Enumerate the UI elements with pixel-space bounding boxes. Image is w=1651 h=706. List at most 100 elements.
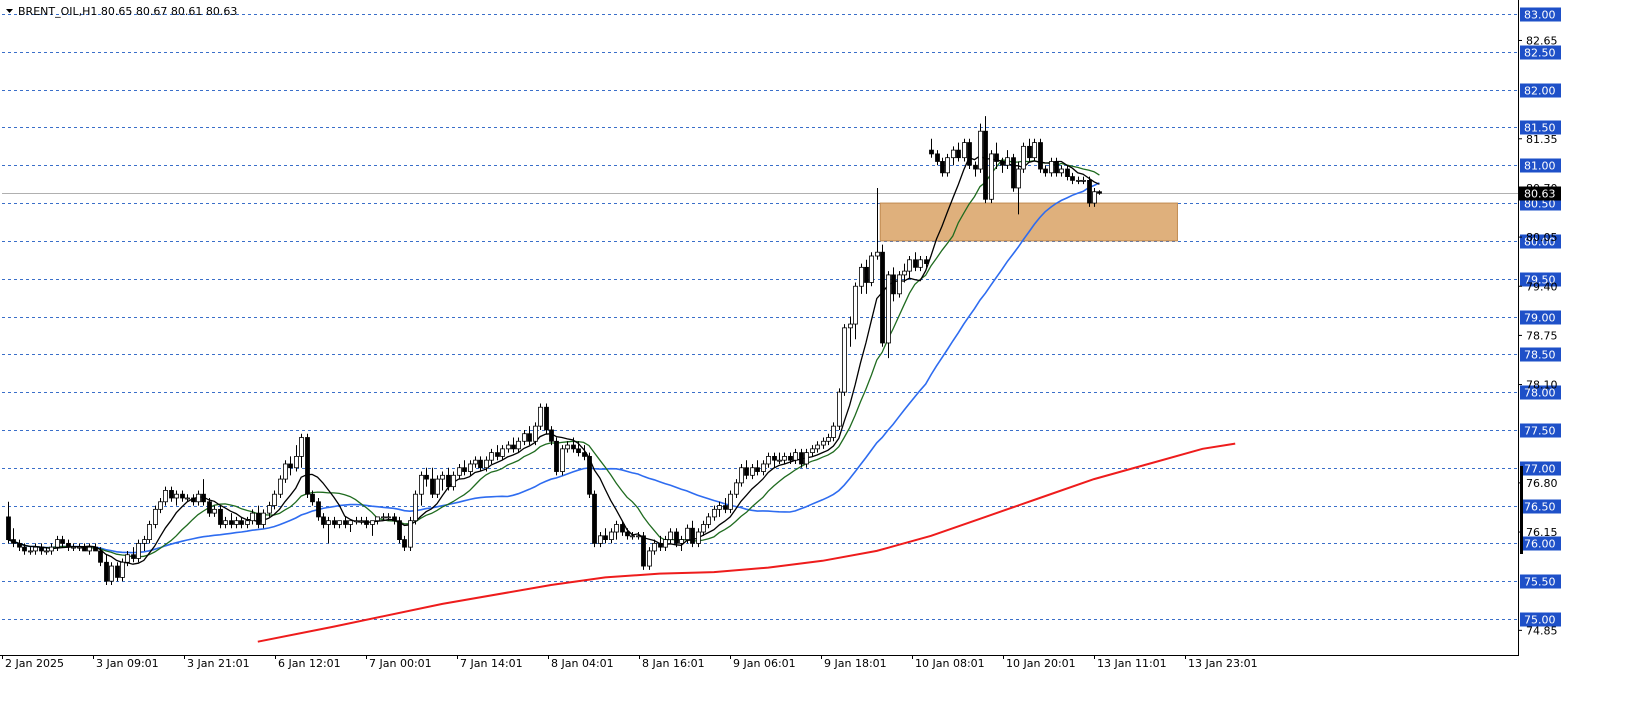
candle-body-down: [316, 501, 321, 518]
price-tick-label: 76.80: [1526, 477, 1558, 490]
candle-body-down: [744, 467, 749, 476]
candle: [538, 403, 543, 430]
candle-body-down: [880, 251, 885, 344]
candle-body-up: [457, 467, 462, 476]
candle: [603, 528, 608, 544]
candle-body-up: [886, 274, 891, 344]
candle-body-up: [701, 524, 706, 533]
time-axis[interactable]: 2 Jan 2025 3 Jan 09:01 3 Jan 21:01 6 Jan 12…: [2, 655, 1258, 670]
candle: [690, 520, 695, 548]
current-price-tag: [1519, 186, 1561, 201]
candle-body-down: [364, 520, 369, 525]
candle-body-down: [288, 463, 293, 469]
candle: [913, 252, 918, 272]
price-tag-bg: [1520, 7, 1561, 22]
time-label: 8 Jan 16:01: [642, 657, 705, 670]
candle: [245, 516, 250, 529]
candle-body-up: [609, 531, 614, 540]
price-level-tag: 79.00: [1520, 310, 1561, 325]
candle-body-down: [864, 266, 869, 283]
candle-body-down: [674, 531, 679, 544]
candle-body-up: [1032, 142, 1037, 159]
candle: [1070, 172, 1075, 185]
candle-body-up: [918, 259, 923, 268]
candle: [55, 535, 60, 551]
candle-body-up: [435, 478, 440, 495]
candle-body-up: [685, 527, 690, 540]
candle-body-up: [125, 554, 130, 563]
candle: [359, 516, 364, 525]
candle: [332, 516, 337, 529]
candle: [489, 448, 494, 464]
candle: [272, 490, 277, 510]
candle: [256, 505, 261, 529]
candle: [93, 543, 98, 552]
candle-body-down: [169, 490, 174, 499]
candle-body-down: [641, 535, 646, 567]
candle-body-up: [1076, 179, 1081, 182]
candle: [712, 505, 717, 521]
price-axis[interactable]: 83.00 82.50 82.00 81.50 81.00 80.50 80.00 79.50…: [1518, 7, 1561, 638]
candle: [685, 524, 690, 544]
candle: [98, 547, 103, 567]
candle-body-down: [956, 149, 961, 159]
candle-body-up: [489, 452, 494, 461]
candle-body-down: [495, 452, 500, 457]
price-tick-label: 79.40: [1526, 280, 1558, 293]
candle: [848, 316, 853, 347]
candle: [668, 528, 673, 544]
candle: [842, 324, 847, 396]
candle-body-up: [1049, 161, 1054, 174]
candle: [636, 532, 641, 540]
candle: [478, 456, 483, 472]
candle-body-down: [1087, 179, 1092, 204]
resistance-zone-rect: [879, 202, 1178, 242]
candle: [864, 259, 869, 294]
candle: [462, 460, 467, 476]
dropdown-triangle-icon[interactable]: [6, 9, 13, 13]
candle: [180, 490, 185, 502]
candle-body-down: [576, 448, 581, 454]
candle: [1032, 138, 1037, 162]
price-tick-label: 78.75: [1526, 329, 1558, 342]
candle: [750, 463, 755, 480]
candle-body-up: [212, 508, 217, 514]
candle-body-up: [484, 459, 489, 469]
candle-body-up: [766, 456, 771, 465]
time-label: 8 Jan 04:01: [551, 657, 614, 670]
candle: [723, 498, 728, 514]
candle: [375, 516, 380, 525]
price-tag-bg: [1520, 272, 1561, 287]
candle-body-down: [625, 531, 630, 537]
candle-body-down: [772, 456, 777, 461]
candle: [875, 187, 880, 260]
candle: [761, 460, 766, 476]
candle: [793, 448, 798, 464]
candle-body-up: [636, 535, 641, 538]
price-level-label: 82.50: [1524, 47, 1556, 60]
price-tag-bg: [1520, 423, 1561, 438]
candle-body-up: [28, 550, 33, 553]
candle: [337, 520, 342, 529]
candle-body-down: [1011, 157, 1016, 189]
candle: [424, 467, 429, 487]
candle: [804, 448, 809, 468]
candle: [278, 475, 283, 498]
time-label: 10 Jan 08:01: [915, 657, 985, 670]
candle-body-up: [761, 463, 766, 472]
candle: [701, 520, 706, 536]
price-level-label: 79.00: [1524, 312, 1556, 325]
price-level-label: 81.50: [1524, 122, 1556, 135]
candle: [364, 516, 369, 529]
candle: [533, 422, 538, 446]
price-tag-bg: [1520, 612, 1561, 627]
candle: [354, 516, 359, 525]
candle: [989, 150, 994, 204]
candle-body-up: [668, 531, 673, 540]
candle-body-up: [560, 448, 565, 472]
candle: [625, 528, 630, 540]
candle-body-down: [207, 501, 212, 514]
candle-body-up: [153, 508, 158, 525]
candle: [125, 550, 130, 567]
